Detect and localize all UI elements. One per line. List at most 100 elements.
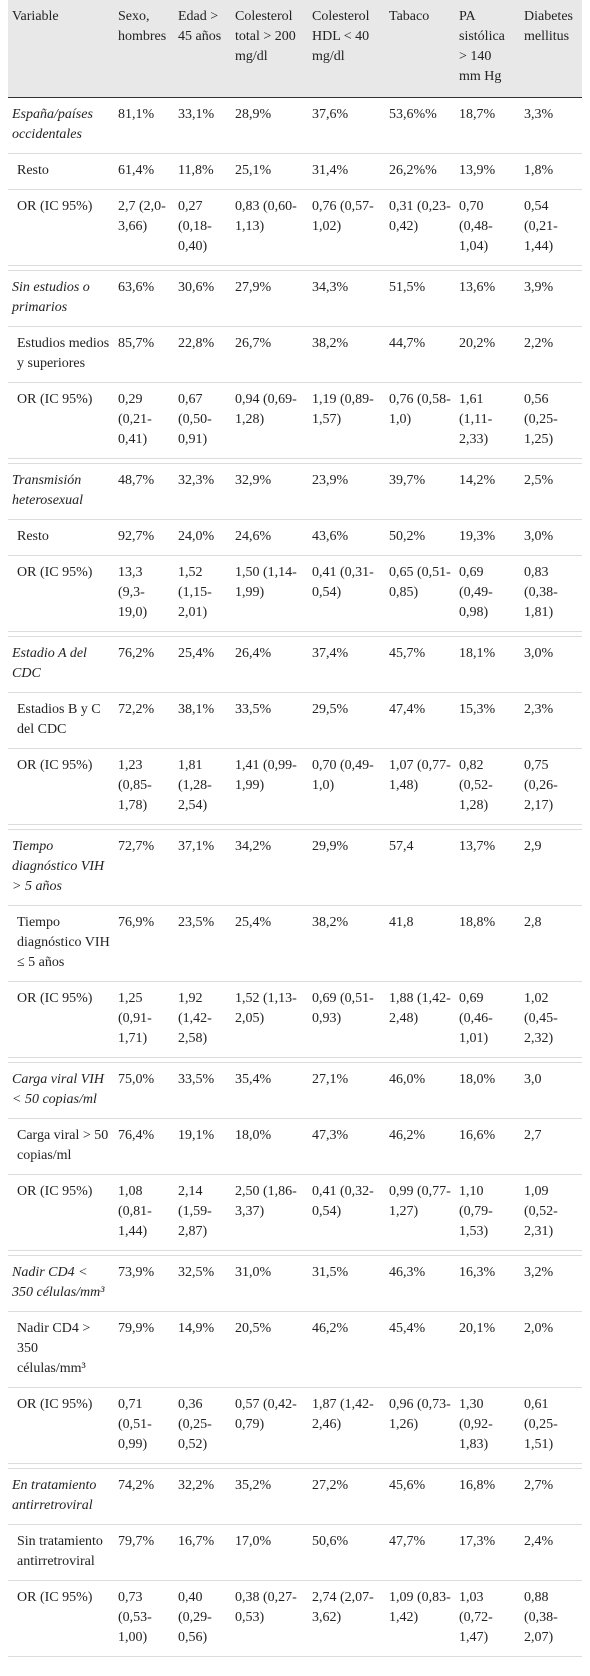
table-cell: 1,19 (0,89-1,57)	[308, 382, 385, 459]
table-cell: 53,6%%	[385, 97, 455, 154]
table-cell: 1,09 (0,52-2,31)	[520, 1174, 582, 1251]
table-cell: 47,3%	[308, 1118, 385, 1175]
table-row: OR (IC 95%) 0,71 (0,51-0,99) 0,36 (0,25-0,…	[8, 1387, 582, 1464]
table-cell: 2,14 (1,59-2,87)	[174, 1174, 231, 1251]
table-cell: 0,99 (0,77-1,27)	[385, 1174, 455, 1251]
row-label: OR (IC 95%)	[8, 189, 114, 266]
table-cell: 61,4%	[114, 153, 174, 190]
table-cell: 2,5%	[520, 463, 582, 520]
table-cell: 45,7%	[385, 636, 455, 693]
table-row: Estudios medios y superiores 85,7% 22,8% 26…	[8, 326, 582, 383]
table-cell: 26,2%%	[385, 153, 455, 190]
table-cell: 17,0%	[231, 1524, 308, 1581]
table-cell: 39,7%	[385, 463, 455, 520]
header-cell: Sexo, hombres	[114, 0, 174, 98]
table-row: Resto 92,7% 24,0% 24,6% 43,6% 50,2% 19,3% 3,0%	[8, 519, 582, 556]
table-cell: 2,4%	[520, 1524, 582, 1581]
table-cell: 14,9%	[174, 1311, 231, 1388]
table-cell: 47,7%	[385, 1524, 455, 1581]
table-cell: 18,8%	[455, 905, 520, 982]
spacer-cell	[8, 824, 582, 830]
table-row: Tiempo diagnóstico VIH ≤ 5 años 76,9% 23,5…	[8, 905, 582, 982]
table-row: OR (IC 95%) 1,23 (0,85-1,78) 1,81 (1,28-2,…	[8, 748, 582, 825]
table-cell: 29,9%	[308, 829, 385, 906]
table-cell: 79,9%	[114, 1311, 174, 1388]
table-row: Tiempo diagnóstico VIH > 5 años 72,7% 37,1…	[8, 829, 582, 906]
row-label: Sin estudios o primarios	[8, 270, 114, 327]
table-cell: 31,0%	[231, 1255, 308, 1312]
table-cell: 23,9%	[308, 463, 385, 520]
row-label: OR (IC 95%)	[8, 748, 114, 825]
table-cell: 3,0%	[520, 636, 582, 693]
table-cell: 2,7	[520, 1118, 582, 1175]
table-cell: 1,02 (0,45-2,32)	[520, 981, 582, 1058]
table-cell: 76,2%	[114, 636, 174, 693]
row-label: Estadio A del CDC	[8, 636, 114, 693]
table-cell: 0,54 (0,21-1,44)	[520, 189, 582, 266]
table-cell: 18,1%	[455, 636, 520, 693]
table-cell: 0,94 (0,69-1,28)	[231, 382, 308, 459]
table-cell: 27,2%	[308, 1468, 385, 1525]
table-cell: 85,7%	[114, 326, 174, 383]
table-cell: 28,9%	[231, 97, 308, 154]
table-cell: 15,3%	[455, 692, 520, 749]
table-cell: 2,2%	[520, 326, 582, 383]
spacer-row	[8, 458, 582, 464]
table-cell: 0,70 (0,48-1,04)	[455, 189, 520, 266]
table-cell: 0,61 (0,25-1,51)	[520, 1387, 582, 1464]
table-row: España/países occidentales 81,1% 33,1% 28,9…	[8, 97, 582, 154]
table-cell: 19,3%	[455, 519, 520, 556]
table-cell: 0,88 (0,38-2,07)	[520, 1580, 582, 1657]
header-row: Variable Sexo, hombres Edad > 45 años Coles…	[8, 0, 582, 98]
table-cell: 24,0%	[174, 519, 231, 556]
spacer-row	[8, 1463, 582, 1469]
table-row: OR (IC 95%) 0,73 (0,53-1,00) 0,40 (0,29-0,…	[8, 1580, 582, 1657]
table-cell: 31,4%	[308, 153, 385, 190]
table-cell: 20,2%	[455, 326, 520, 383]
table-cell: 50,6%	[308, 1524, 385, 1581]
table-cell: 72,7%	[114, 829, 174, 906]
table-cell: 1,09 (0,83-1,42)	[385, 1580, 455, 1657]
table-cell: 13,9%	[455, 153, 520, 190]
table-cell: 0,41 (0,31-0,54)	[308, 555, 385, 632]
row-label: OR (IC 95%)	[8, 1387, 114, 1464]
table-cell: 14,2%	[455, 463, 520, 520]
header-cell: Diabetes mellitus	[520, 0, 582, 98]
spacer-cell	[8, 458, 582, 464]
table-row: Resto 61,4% 11,8% 25,1% 31,4% 26,2%% 13,9% 1,8%	[8, 153, 582, 190]
table-row: Carga viral VIH < 50 copias/ml 75,0% 33,5%…	[8, 1062, 582, 1119]
table-cell: 1,92 (1,42-2,58)	[174, 981, 231, 1058]
table-cell: 63,6%	[114, 270, 174, 327]
row-label: OR (IC 95%)	[8, 555, 114, 632]
table-cell: 46,2%	[308, 1311, 385, 1388]
row-label: Sin tratamiento antirretroviral	[8, 1524, 114, 1581]
row-label: Transmisión heterosexual	[8, 463, 114, 520]
table-cell: 74,2%	[114, 1468, 174, 1525]
table-cell: 13,3 (9,3-19,0)	[114, 555, 174, 632]
table-cell: 38,1%	[174, 692, 231, 749]
table-cell: 30,6%	[174, 270, 231, 327]
table-cell: 2,3%	[520, 692, 582, 749]
spacer-cell	[8, 1463, 582, 1469]
table-cell: 38,2%	[308, 905, 385, 982]
table-cell: 33,5%	[174, 1062, 231, 1119]
table-cell: 46,0%	[385, 1062, 455, 1119]
table-cell: 92,7%	[114, 519, 174, 556]
table-cell: 44,7%	[385, 326, 455, 383]
table-cell: 27,9%	[231, 270, 308, 327]
table-cell: 0,41 (0,32-0,54)	[308, 1174, 385, 1251]
table-row: OR (IC 95%) 13,3 (9,3-19,0) 1,52 (1,15-2,0…	[8, 555, 582, 632]
table-cell: 2,74 (2,07-3,62)	[308, 1580, 385, 1657]
table-cell: 18,0%	[455, 1062, 520, 1119]
table-row: Estadios B y C del CDC 72,2% 38,1% 33,5% 29,…	[8, 692, 582, 749]
table-row: OR (IC 95%) 1,25 (0,91-1,71) 1,92 (1,42-2,…	[8, 981, 582, 1058]
table-row: OR (IC 95%) 0,29 (0,21-0,41) 0,67 (0,50-0,…	[8, 382, 582, 459]
table-cell: 37,6%	[308, 97, 385, 154]
table-cell: 46,2%	[385, 1118, 455, 1175]
table-cell: 0,40 (0,29-0,56)	[174, 1580, 231, 1657]
row-label: OR (IC 95%)	[8, 981, 114, 1058]
header-cell: Tabaco	[385, 0, 455, 98]
table-cell: 32,2%	[174, 1468, 231, 1525]
table-cell: 34,2%	[231, 829, 308, 906]
table-cell: 25,1%	[231, 153, 308, 190]
